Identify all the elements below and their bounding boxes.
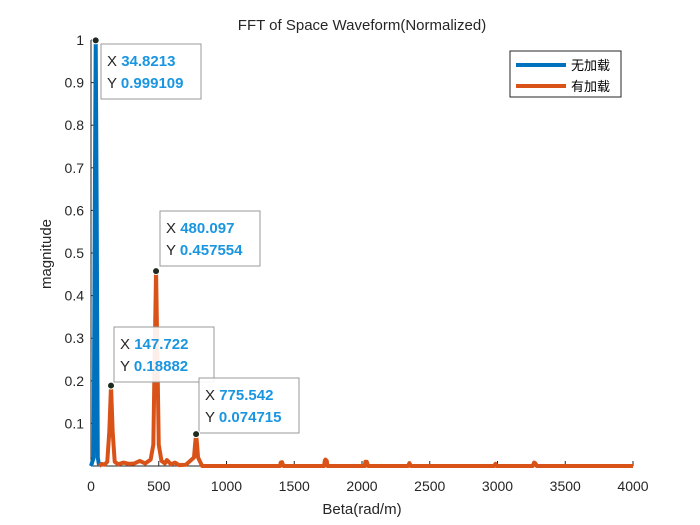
datatip: X 147.722 Y 0.18882 — [107, 326, 215, 390]
legend-box — [509, 50, 622, 98]
datatip-x: X 480.097 — [166, 220, 234, 237]
legend-label: 有加载 — [571, 80, 610, 95]
datatip: X 34.8213 Y 0.999109 — [91, 36, 202, 100]
datatip: X 775.542 Y 0.074715 — [192, 377, 300, 439]
x-axis-label: Beta(rad/m) — [322, 501, 401, 518]
x-tick-label: 3500 — [550, 478, 581, 494]
datatip-box — [159, 210, 261, 267]
legend-label: 无加载 — [571, 59, 610, 74]
x-tick-label: 3000 — [482, 478, 513, 494]
datatip-box — [198, 377, 300, 434]
plot-area: 0 500 1000 1500 2000 2500 3000 3500 4000 0.1 0.2 0.… — [65, 32, 649, 494]
datatip-x-value: 480.097 — [180, 220, 234, 237]
datatip-y: Y 0.18882 — [120, 358, 188, 375]
datatip-x: X 147.722 — [120, 336, 188, 353]
datatip-box — [113, 326, 215, 383]
datatip-y: Y 0.074715 — [205, 409, 281, 426]
chart-title: FFT of Space Waveform(Normalized) — [238, 17, 486, 34]
datatip-marker — [91, 36, 100, 45]
x-tick-label: 2000 — [346, 478, 377, 494]
x-tick-label: 1500 — [279, 478, 310, 494]
x-tick-label: 0 — [87, 478, 95, 494]
y-tick-label: 0.3 — [65, 330, 85, 346]
y-tick-label: 0.7 — [65, 160, 85, 176]
y-tick-label: 0.6 — [65, 202, 85, 218]
datatip-y-value: 0.074715 — [219, 409, 282, 426]
datatip-x-value: 775.542 — [219, 387, 273, 404]
y-tick-label: 1 — [76, 32, 84, 48]
datatip-x: X 775.542 — [205, 387, 273, 404]
y-tick-label: 0.9 — [65, 75, 85, 91]
datatip-x-value: 147.722 — [134, 336, 188, 353]
datatip-box — [100, 43, 202, 100]
y-tick-label: 0.8 — [65, 117, 85, 133]
x-tick-label: 4000 — [617, 478, 648, 494]
y-axis-label: magnitude — [38, 219, 55, 289]
series-line-2 — [97, 269, 633, 468]
y-tick-label: 0.1 — [65, 415, 85, 431]
datatip-y: Y 0.999109 — [107, 75, 183, 92]
datatip-y: Y 0.457554 — [166, 242, 243, 259]
datatip-marker — [107, 381, 116, 390]
datatip-marker — [192, 430, 201, 439]
datatip-y-value: 0.457554 — [180, 242, 243, 259]
datatip-marker — [152, 267, 161, 276]
y-tick-label: 0.4 — [65, 288, 85, 304]
datatip-x-value: 34.8213 — [121, 53, 175, 70]
x-tick-label: 500 — [147, 478, 171, 494]
x-tick-label: 2500 — [414, 478, 445, 494]
datatip: X 480.097 Y 0.457554 — [152, 210, 261, 276]
y-tick-label: 0.2 — [65, 373, 85, 389]
y-tick-label: 0.5 — [65, 245, 85, 261]
datatip-x: X 34.8213 — [107, 53, 175, 70]
datatip-y-value: 0.999109 — [121, 75, 184, 92]
datatip-y-value: 0.18882 — [134, 358, 188, 375]
x-tick-label: 1000 — [211, 478, 242, 494]
